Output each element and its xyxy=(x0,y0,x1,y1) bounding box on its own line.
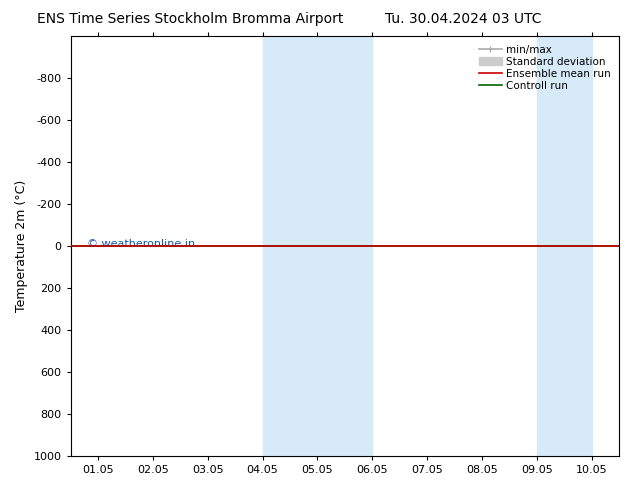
Bar xyxy=(262,36,372,456)
Text: Tu. 30.04.2024 03 UTC: Tu. 30.04.2024 03 UTC xyxy=(385,12,541,26)
Text: © weatheronline.in: © weatheronline.in xyxy=(87,239,195,249)
Bar xyxy=(537,36,592,456)
Y-axis label: Temperature 2m (°C): Temperature 2m (°C) xyxy=(15,180,28,312)
Text: ENS Time Series Stockholm Bromma Airport: ENS Time Series Stockholm Bromma Airport xyxy=(37,12,344,26)
Legend: min/max, Standard deviation, Ensemble mean run, Controll run: min/max, Standard deviation, Ensemble me… xyxy=(476,42,614,94)
